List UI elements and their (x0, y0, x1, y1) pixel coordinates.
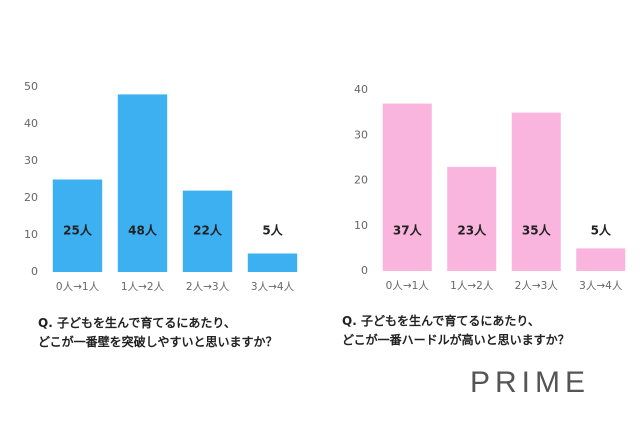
bar (117, 94, 168, 273)
bar (447, 166, 497, 271)
value-label: 22人 (193, 223, 223, 238)
value-label: 25人 (63, 223, 93, 238)
bar (576, 248, 626, 271)
value-label: 5人 (262, 223, 283, 238)
y-tick-label: 20 (24, 191, 38, 204)
brand-logo: PRIME (470, 366, 591, 399)
bar (52, 179, 103, 272)
bar (382, 103, 432, 271)
y-tick-label: 0 (31, 265, 38, 278)
value-label: 48人 (128, 223, 158, 238)
y-tick-label: 20 (354, 174, 368, 187)
value-label: 37人 (393, 223, 423, 238)
y-tick-label: 10 (24, 228, 38, 241)
x-tick-label: 0人→1人 (56, 281, 100, 293)
x-tick-label: 1人→2人 (450, 280, 494, 292)
x-tick-label: 2人→3人 (186, 281, 230, 293)
x-tick-label: 3人→4人 (579, 280, 623, 292)
y-tick-label: 40 (24, 117, 38, 130)
y-tick-label: 30 (354, 128, 368, 141)
question-1: Q. 子どもを生んで育てるにあたり、 どこが一番壁を突破しやすいと思いますか？ (38, 316, 278, 349)
bar (247, 253, 298, 272)
question-2: Q. 子どもを生んで育てるにあたり、 どこが一番ハードルが高いと思いますか？ (342, 314, 570, 347)
y-tick-label: 0 (361, 264, 368, 277)
x-tick-label: 1人→2人 (121, 281, 165, 293)
value-label: 5人 (591, 223, 612, 238)
bar (182, 190, 233, 272)
value-label: 23人 (457, 223, 487, 238)
y-tick-label: 30 (24, 154, 38, 167)
value-label: 35人 (522, 223, 552, 238)
x-tick-label: 3人→4人 (251, 281, 295, 293)
y-tick-label: 50 (24, 80, 38, 93)
y-tick-label: 40 (354, 83, 368, 96)
x-tick-label: 2人→3人 (515, 280, 559, 292)
y-tick-label: 10 (354, 219, 368, 232)
bar (511, 112, 561, 271)
x-tick-label: 0人→1人 (386, 280, 430, 292)
